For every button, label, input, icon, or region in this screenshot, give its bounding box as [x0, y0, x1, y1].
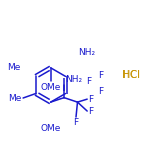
Text: F: F	[98, 71, 103, 80]
Text: F: F	[73, 118, 79, 127]
Text: OMe: OMe	[40, 124, 61, 133]
Text: F: F	[88, 107, 93, 116]
Text: NH₂: NH₂	[78, 48, 95, 57]
Text: Me: Me	[8, 93, 22, 102]
Text: F: F	[98, 87, 103, 96]
Text: F: F	[86, 78, 91, 86]
Text: Me: Me	[7, 62, 21, 72]
Text: OMe: OMe	[40, 83, 61, 92]
Text: F: F	[88, 95, 93, 104]
Text: HCl: HCl	[123, 69, 140, 79]
Text: HCl: HCl	[122, 69, 140, 79]
Text: NH₂: NH₂	[65, 75, 82, 84]
